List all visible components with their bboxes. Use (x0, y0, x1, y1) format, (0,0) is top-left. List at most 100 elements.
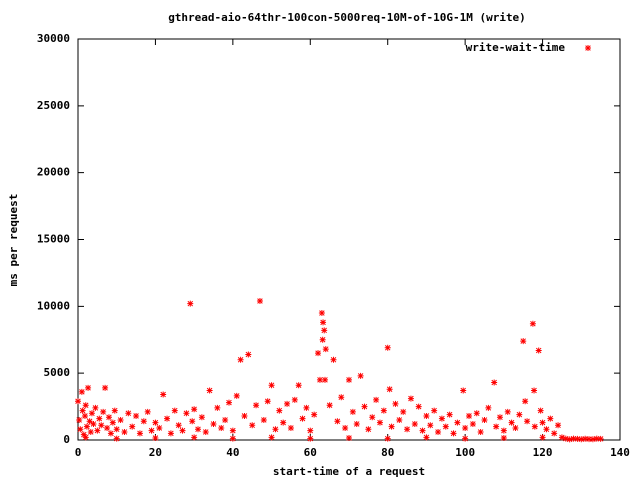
data-point (500, 427, 507, 434)
data-point (92, 404, 99, 411)
data-point (191, 406, 198, 413)
data-point (388, 423, 395, 430)
data-point (129, 423, 136, 430)
data-point (551, 430, 558, 437)
data-point (78, 388, 85, 395)
data-point (315, 350, 322, 357)
data-point (435, 428, 442, 435)
y-tick-label: 20000 (37, 166, 70, 179)
data-point (537, 407, 544, 414)
data-point (346, 376, 352, 383)
data-point (535, 347, 542, 354)
data-point (85, 384, 92, 391)
data-point (264, 398, 271, 405)
data-point (268, 382, 275, 389)
data-point (299, 415, 306, 422)
data-point (520, 338, 527, 345)
data-point (191, 434, 198, 441)
data-point (491, 379, 498, 386)
data-point (496, 414, 503, 421)
data-point (113, 435, 120, 442)
data-point (87, 428, 94, 435)
data-point (167, 430, 174, 437)
data-point (249, 422, 256, 429)
data-point (330, 356, 337, 363)
data-point (94, 427, 101, 434)
data-point (404, 426, 411, 433)
data-point (384, 344, 391, 351)
data-point (373, 396, 380, 403)
data-point (376, 419, 383, 426)
data-point (280, 419, 287, 426)
y-axis-label: ms per request (7, 194, 20, 287)
data-point (318, 310, 325, 317)
data-point (307, 435, 314, 442)
x-tick-label: 0 (75, 446, 82, 459)
data-point (423, 412, 430, 419)
data-point (469, 420, 476, 427)
data-point (218, 424, 225, 431)
data-point (79, 407, 86, 414)
data-point (582, 435, 589, 442)
data-point (82, 434, 89, 441)
data-point (105, 414, 112, 421)
data-point (566, 436, 573, 443)
data-point (450, 430, 457, 437)
data-point (512, 424, 519, 431)
data-point (287, 424, 294, 431)
data-point (164, 415, 171, 422)
data-point (214, 404, 221, 411)
data-point (349, 408, 356, 415)
data-point (136, 430, 143, 437)
data-point (597, 435, 604, 442)
data-point (77, 426, 84, 433)
data-point (206, 387, 213, 394)
data-point (531, 423, 538, 430)
data-point (574, 435, 581, 442)
data-point (396, 416, 403, 423)
data-point (593, 435, 600, 442)
data-point (586, 436, 593, 443)
x-tick-label: 40 (226, 446, 239, 459)
data-point (81, 412, 88, 419)
data-point (88, 410, 95, 417)
data-point (125, 410, 132, 417)
data-point (481, 416, 488, 423)
data-point (107, 430, 114, 437)
data-point (117, 416, 124, 423)
data-point (342, 424, 349, 431)
data-point (319, 336, 326, 343)
y-tick-label: 5000 (44, 366, 71, 379)
data-point (75, 398, 81, 405)
data-point (253, 402, 260, 409)
data-point (419, 427, 426, 434)
data-point (485, 404, 492, 411)
data-point (321, 376, 328, 383)
data-point (76, 416, 83, 423)
data-point (462, 424, 469, 431)
data-point (198, 414, 205, 421)
data-point (295, 382, 302, 389)
data-point (462, 435, 469, 442)
data-point (369, 414, 376, 421)
data-point (148, 427, 155, 434)
data-point (210, 420, 217, 427)
data-point (316, 376, 323, 383)
data-point (380, 407, 387, 414)
data-point (500, 434, 507, 441)
data-point (322, 346, 329, 353)
data-point (156, 424, 163, 431)
data-point (183, 410, 190, 417)
data-point (268, 434, 275, 441)
data-point (338, 394, 345, 401)
data-point (473, 410, 480, 417)
data-point (326, 402, 333, 409)
data-point (454, 419, 461, 426)
data-point (415, 403, 422, 410)
data-point (522, 398, 529, 405)
x-tick-label: 20 (149, 446, 162, 459)
data-point (225, 399, 232, 406)
data-point (311, 411, 318, 418)
data-point (411, 420, 418, 427)
data-point (100, 408, 107, 415)
